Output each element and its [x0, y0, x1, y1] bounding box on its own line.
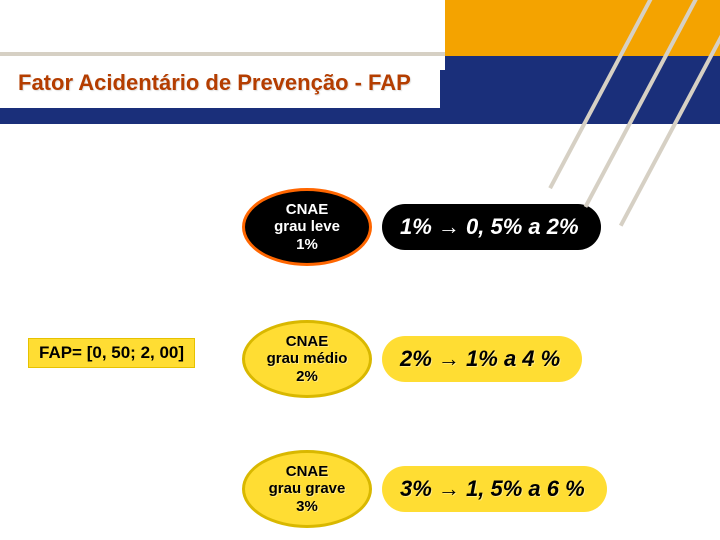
cnae-line: CNAE	[286, 201, 329, 218]
cnae-line: grau médio	[267, 350, 348, 367]
cnae-line: 2%	[296, 368, 318, 385]
arrow-icon: →	[438, 346, 460, 371]
cnae-line: grau grave	[269, 480, 346, 497]
pill-after: 1% a 4 %	[460, 346, 560, 371]
ellipse-grave: CNAE grau grave 3%	[242, 450, 372, 528]
cnae-line: 1%	[296, 236, 318, 253]
cnae-line: 3%	[296, 498, 318, 515]
pill-after: 1, 5% a 6 %	[460, 476, 585, 501]
row-medio: CNAE grau médio 2% 2% → 1% a 4 %	[242, 320, 582, 398]
pill-grave: 3% → 1, 5% a 6 %	[382, 466, 607, 512]
ellipse-leve: CNAE grau leve 1%	[242, 188, 372, 266]
ellipse-medio: CNAE grau médio 2%	[242, 320, 372, 398]
pill-before: 1%	[400, 214, 438, 239]
cnae-line: CNAE	[286, 333, 329, 350]
white-notch	[0, 0, 445, 70]
arrow-icon: →	[438, 476, 460, 501]
pill-before: 2%	[400, 346, 438, 371]
arrow-icon: →	[438, 214, 460, 239]
row-grave: CNAE grau grave 3% 3% → 1, 5% a 6 %	[242, 450, 607, 528]
cnae-line: CNAE	[286, 463, 329, 480]
row-leve: CNAE grau leve 1% 1% → 0, 5% a 2%	[242, 188, 601, 266]
header	[0, 0, 720, 124]
cnae-line: grau leve	[274, 218, 340, 235]
fap-range-label: FAP= [0, 50; 2, 00]	[28, 338, 195, 368]
grey-line	[0, 52, 445, 56]
pill-leve: 1% → 0, 5% a 2%	[382, 204, 601, 250]
pill-before: 3%	[400, 476, 438, 501]
pill-after: 0, 5% a 2%	[460, 214, 579, 239]
pill-medio: 2% → 1% a 4 %	[382, 336, 582, 382]
page-title: Fator Acidentário de Prevenção - FAP	[18, 70, 411, 96]
